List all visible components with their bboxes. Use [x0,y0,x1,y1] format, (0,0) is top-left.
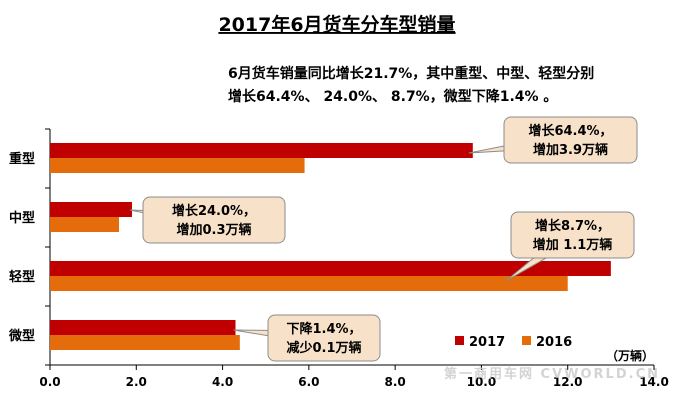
x-tick-label: 0.0 [39,375,60,389]
x-tick-label: 10.0 [467,375,497,389]
callout-line: 下降1.4%， [286,321,361,337]
unit-label: （万辆） [606,348,654,363]
bar-2016 [50,158,305,173]
x-tick-label: 14.0 [639,375,669,389]
category-label: 中型 [9,210,35,226]
bars [50,143,611,350]
callout-line: 增加3.9万辆 [533,142,608,158]
callout-line: 增长64.4%， [528,123,612,139]
callout-line: 增加0.3万辆 [176,222,251,238]
callout-line: 增长8.7%， [535,218,610,234]
callout-fill [269,316,379,360]
summary-line-2: 增长64.4%、 24.0%、 8.7%，微型下降1.4% 。 [228,88,557,105]
callout: 增长8.7%， 增加 1.1万辆 [505,211,635,282]
callout-fill [505,118,636,162]
x-tick-label: 4.0 [212,375,233,389]
callout-line: 减少0.1万辆 [286,340,361,356]
callout-line: 增加 1.1万辆 [533,237,613,253]
category-label: 重型 [9,151,35,167]
x-tick-label: 2.0 [126,375,147,389]
legend-label-2016: 2016 [536,335,572,350]
summary-line-1: 6月货车销量同比增长21.7%，其中重型、中型、轻型分别 [228,65,594,82]
legend-label-2017: 2017 [469,335,505,350]
callout-fill [512,213,633,257]
legend-swatch-2016 [522,336,531,345]
bar-2017 [50,202,132,217]
category-label: 轻型 [9,269,35,285]
bar-2017 [50,320,236,335]
x-tick-label: 12.0 [553,375,583,389]
callout-fill [144,198,284,242]
legend: 2017 2016 [455,335,572,350]
bar-2016 [50,335,240,350]
chart-title: 2017年6月货车分车型销量 [218,13,455,36]
callout-line: 增长24.0%， [172,203,256,219]
x-tick-label: 8.0 [385,375,406,389]
bar-2017 [50,261,611,276]
callout: 增长24.0%， 增加0.3万辆 [129,196,286,244]
callout: 下降1.4%， 减少0.1万辆 [233,314,381,362]
x-tick-label: 6.0 [298,375,319,389]
category-label: 微型 [8,328,35,344]
bar-2016 [50,217,120,232]
callout: 增长64.4%， 增加3.9万辆 [468,116,638,164]
watermark: 第一商用车网 CVWORLD.CN [444,366,660,382]
legend-swatch-2017 [455,336,464,345]
bar-2016 [50,276,568,291]
bar-2017 [50,143,473,158]
